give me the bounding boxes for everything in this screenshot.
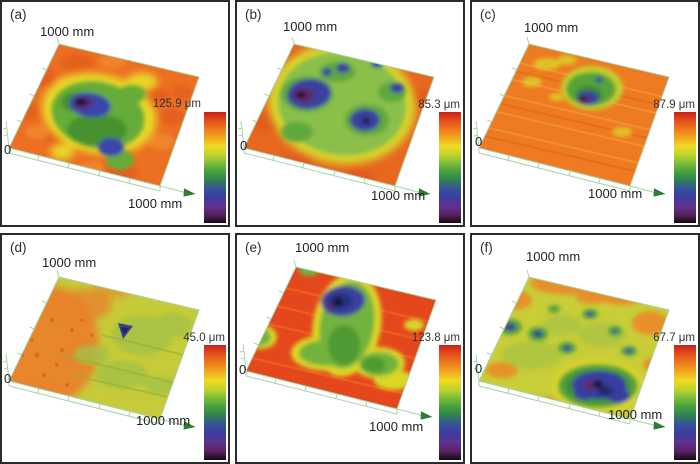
surface-plot-a xyxy=(2,36,200,198)
axis-label-top: 1000 mm xyxy=(42,255,97,270)
axis-origin-label: 0 xyxy=(475,361,483,376)
colorbar-max-label: 87.9 μm xyxy=(653,99,695,111)
panel-d: (d) 1000 mm 0 1000 mm 45.0 μm xyxy=(0,233,230,464)
axis-label-top: 1000 mm xyxy=(526,249,581,264)
panel-label: (d) xyxy=(10,240,27,255)
surface-quad xyxy=(479,44,669,186)
surface-plot-b xyxy=(237,36,435,198)
panel-f: (f) 1000 mm 0 1000 mm 67.7 μm xyxy=(470,233,700,464)
surface-plot-f xyxy=(472,269,670,431)
surface-quad xyxy=(9,277,199,419)
axis-origin-label: 0 xyxy=(4,371,12,386)
axis-label-top: 1000 mm xyxy=(295,240,350,255)
colorbar xyxy=(674,345,696,460)
panel-a: (a) 1000 mm 0 1000 mm 125.9 μm xyxy=(0,0,230,227)
panel-c: (c) 1000 mm 0 1000 mm 87.9 μm xyxy=(470,0,700,227)
surface-quad xyxy=(479,277,669,419)
axis-label-bottom: 1000 mm xyxy=(608,407,663,422)
axis-origin-label: 0 xyxy=(240,138,248,153)
panel-e: (e) 1000 mm 0 1000 mm 123.8 μm xyxy=(235,233,465,464)
panel-label: (b) xyxy=(245,7,262,22)
surface-plot-e xyxy=(239,259,437,421)
axis-label-bottom: 1000 mm xyxy=(136,413,191,428)
surface-plot-d xyxy=(2,269,200,431)
colorbar xyxy=(439,112,461,223)
axis-label-top: 1000 mm xyxy=(40,24,95,39)
surface-quad xyxy=(244,44,434,186)
panel-label: (a) xyxy=(10,7,27,22)
colorbar xyxy=(439,345,461,460)
surface-quad xyxy=(9,44,199,186)
axis-label-bottom: 1000 mm xyxy=(128,196,183,211)
panel-label: (c) xyxy=(480,7,496,22)
colorbar-max-label: 125.9 μm xyxy=(152,98,201,110)
axis-origin-label: 0 xyxy=(239,362,247,377)
surface-plot-c xyxy=(472,36,670,198)
axis-label-bottom: 1000 mm xyxy=(371,188,426,203)
axis-origin-label: 0 xyxy=(4,142,12,157)
colorbar xyxy=(204,345,226,460)
colorbar xyxy=(674,112,696,223)
panel-b: (b) 1000 mm 0 1000 mm 85.3 μm xyxy=(235,0,465,227)
axis-label-bottom: 1000 mm xyxy=(588,186,643,201)
axis-label-bottom: 1000 mm xyxy=(369,419,424,434)
colorbar-max-label: 45.0 μm xyxy=(183,332,225,344)
axis-origin-label: 0 xyxy=(475,134,483,149)
colorbar-max-label: 67.7 μm xyxy=(653,332,695,344)
axis-label-top: 1000 mm xyxy=(524,20,579,35)
panel-label: (e) xyxy=(245,240,262,255)
colorbar xyxy=(204,112,226,223)
axis-label-top: 1000 mm xyxy=(283,19,338,34)
colorbar-max-label: 85.3 μm xyxy=(418,99,460,111)
colorbar-max-label: 123.8 μm xyxy=(411,332,460,344)
panel-label: (f) xyxy=(480,240,493,255)
